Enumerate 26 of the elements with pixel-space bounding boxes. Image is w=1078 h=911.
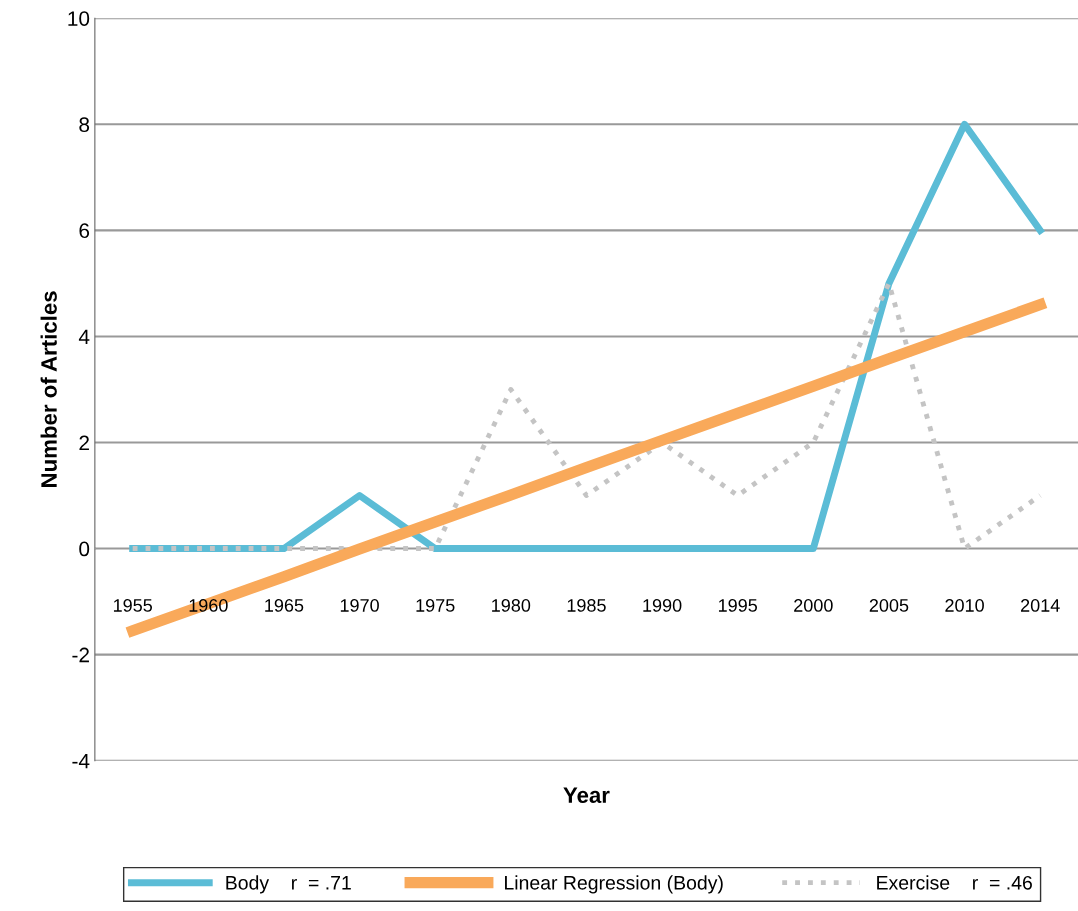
x-tick-label: 2005 [869,599,909,612]
y-tick-label: 8 [79,117,90,133]
y-tick-label: 2 [79,435,89,451]
y-tick-label: -4 [72,753,90,769]
x-axis-title: Year [563,787,610,803]
y-tick-label: -2 [72,647,89,663]
x-tick-label: 1985 [567,599,606,612]
y-tick-label: 4 [78,329,90,344]
x-tick-label: 2000 [794,599,833,612]
y-tick-label: 6 [79,223,90,239]
x-tick-label: 1995 [718,599,758,612]
legend-label: Exercise r = .46 [877,875,1032,890]
x-tick-label: 2010 [945,599,984,612]
y-axis-title: Number of Articles [40,291,57,487]
y-tick-label: 0 [79,541,90,557]
x-tick-label: 1975 [416,599,455,612]
x-tick-label: 1990 [643,599,682,612]
x-tick-label: 2014 [1021,599,1060,612]
x-tick-label: 1980 [492,599,531,612]
x-tick-label: 1955 [113,599,153,612]
legend-label: Linear Regression (Body) [505,875,723,894]
x-tick-label: 1970 [340,599,379,612]
x-tick-label: 1965 [265,599,304,612]
line-series [130,280,1043,551]
y-tick-label: 10 [68,11,90,26]
legend-label: Body r = .71 [226,875,351,894]
